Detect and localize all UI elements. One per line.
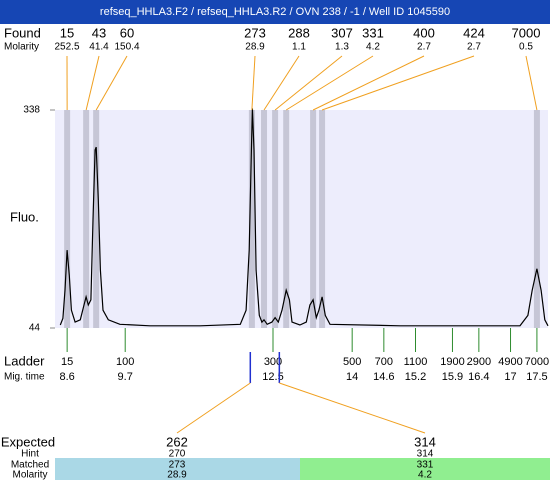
mig-time-label: Mig. time [4, 372, 45, 383]
found-size: 288 [288, 25, 310, 40]
found-label: Found [4, 25, 41, 40]
expected-hint: 314 [417, 449, 434, 460]
expected-expected: 314 [414, 434, 436, 449]
plot-area [55, 110, 548, 328]
molarity-label: Molarity [4, 42, 39, 53]
found-connector [275, 56, 342, 110]
found-molarity: 4.2 [366, 42, 380, 53]
expected-expected: 262 [166, 434, 188, 449]
y-label: Fluo. [10, 209, 39, 224]
ladder-size: 15 [61, 356, 73, 368]
found-size: 60 [120, 25, 134, 40]
found-size: 424 [463, 25, 485, 40]
ladder-time: 17 [504, 371, 516, 383]
found-size: 7000 [512, 25, 541, 40]
found-band [93, 110, 99, 328]
found-connector [526, 56, 537, 110]
ladder-time: 12.5 [262, 371, 283, 383]
expected-row-label: Expected [1, 434, 55, 449]
ladder-size: 500 [343, 356, 361, 368]
ladder-size: 700 [375, 356, 393, 368]
ladder-time: 15.2 [405, 371, 426, 383]
found-size: 331 [362, 25, 384, 40]
expected-row-label: Molarity [12, 470, 47, 480]
found-molarity: 2.7 [417, 42, 431, 53]
ladder-size: 2900 [467, 356, 491, 368]
found-molarity: 2.7 [467, 42, 481, 53]
found-connector [86, 56, 99, 110]
ladder-size: 7000 [525, 356, 549, 368]
found-size: 273 [244, 25, 266, 40]
found-size: 43 [92, 25, 106, 40]
found-connector [252, 56, 255, 110]
ladder-time: 15.9 [442, 371, 463, 383]
found-molarity: 1.3 [335, 42, 349, 53]
expected-row-label: Hint [21, 449, 39, 460]
found-band [261, 110, 267, 328]
found-band [319, 110, 325, 328]
found-connector [322, 56, 474, 110]
found-band [310, 110, 316, 328]
expected-molarity: 28.9 [167, 470, 187, 480]
ladder-time: 17.5 [526, 371, 547, 383]
found-molarity: 28.9 [245, 42, 265, 53]
found-band [534, 110, 540, 328]
title: refseq_HHLA3.F2 / refseq_HHLA3.R2 / OVN … [100, 6, 450, 18]
found-molarity: 0.5 [519, 42, 533, 53]
expected-molarity: 4.2 [418, 470, 432, 480]
expected-connector [279, 383, 425, 433]
ladder-size: 100 [116, 356, 134, 368]
found-molarity: 252.5 [54, 42, 79, 53]
y-tick-label: 44 [29, 323, 41, 334]
ladder-size: 1900 [440, 356, 464, 368]
expected-connector [177, 383, 250, 433]
ladder-time: 9.7 [118, 371, 133, 383]
found-molarity: 41.4 [89, 42, 109, 53]
found-connector [264, 56, 299, 110]
ladder-time: 16.4 [468, 371, 489, 383]
found-size: 15 [60, 25, 74, 40]
ladder-time: 14.6 [373, 371, 394, 383]
found-connector [96, 56, 127, 110]
ladder-size: 4900 [498, 356, 522, 368]
found-band [272, 110, 278, 328]
found-size: 307 [331, 25, 353, 40]
ladder-size: 1100 [404, 356, 428, 368]
found-size: 400 [413, 25, 435, 40]
found-molarity: 150.4 [114, 42, 139, 53]
expected-hint: 270 [169, 449, 186, 460]
found-molarity: 1.1 [292, 42, 306, 53]
ladder-time: 14 [346, 371, 358, 383]
ladder-label: Ladder [4, 353, 45, 368]
y-tick-label: 338 [23, 105, 40, 116]
ladder-time: 8.6 [59, 371, 74, 383]
